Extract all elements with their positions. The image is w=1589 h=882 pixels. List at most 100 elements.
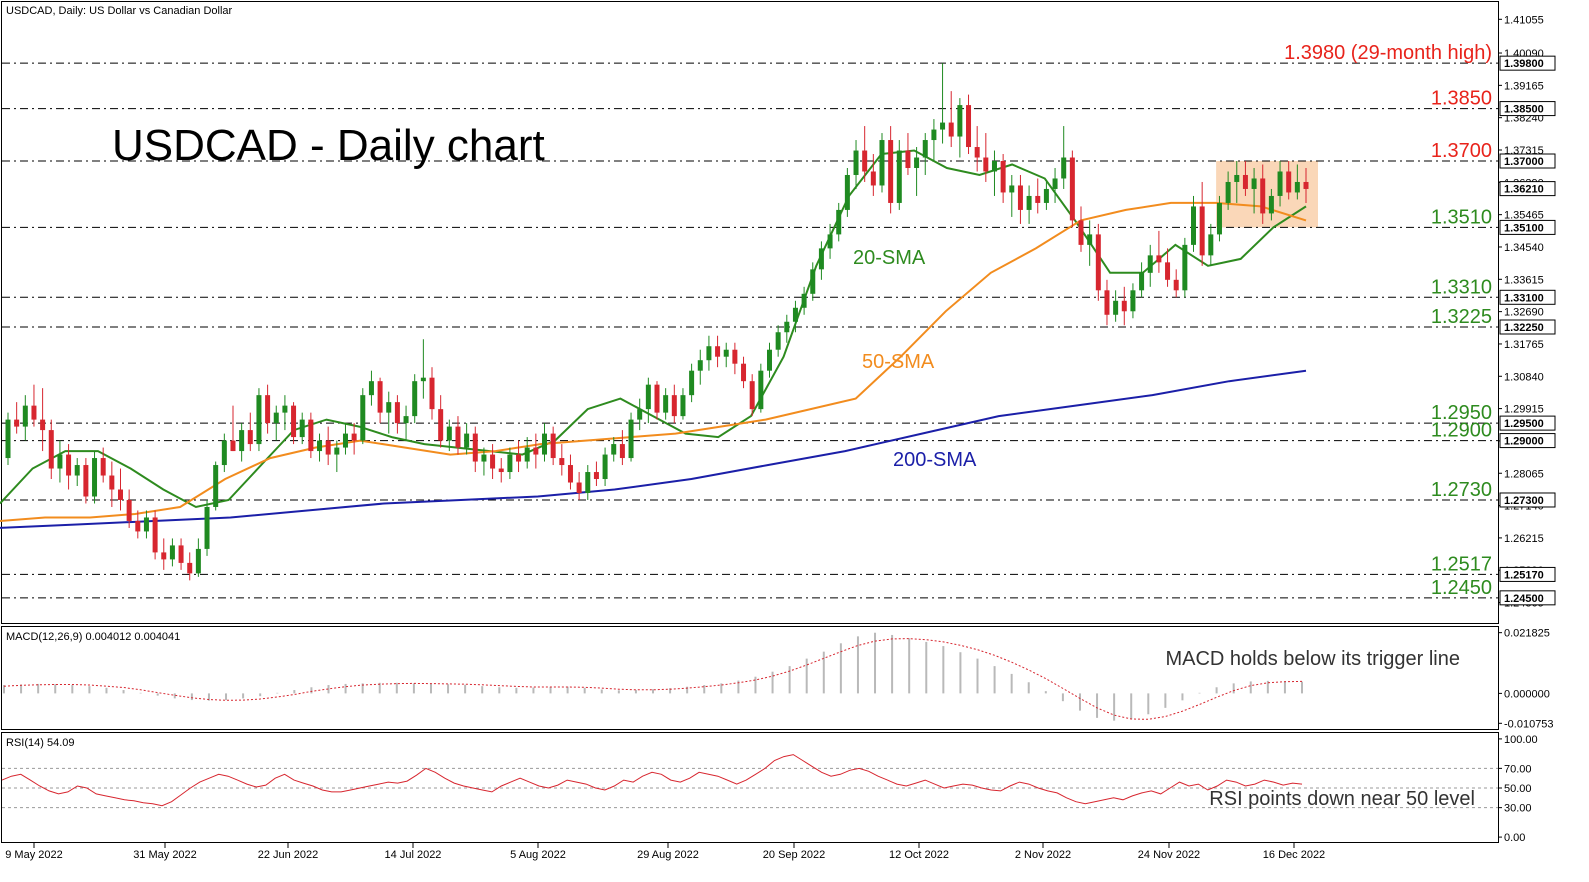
rsi-line [1,754,1303,807]
rsi-panel: RSI points down near 50 level [1,754,1498,810]
candle-body [57,454,63,469]
candle-body [827,234,833,249]
candle-body [940,122,946,130]
candle-body [931,129,937,141]
price-tag-label: 1.32250 [1504,322,1544,334]
candle-body [403,416,409,424]
candle-body [1026,195,1032,210]
candle-body [1277,171,1283,196]
candle-body [1087,234,1093,245]
candle-body [195,548,201,574]
price-tag-label: 1.36210 [1504,184,1544,196]
candle-body [412,381,418,417]
candle-body [1130,290,1136,312]
candle-body [645,384,651,410]
candle-body [1078,220,1084,245]
candle-body [1199,206,1205,256]
rsi-y-tick-label: 30.00 [1504,803,1532,815]
macd-header: MACD(12,26,9) 0.004012 0.004041 [6,631,180,643]
x-tick-label: 22 Jun 2022 [258,849,319,861]
price-tag-box [1499,415,1556,431]
candle-body [784,321,790,333]
candle-body [593,472,599,480]
candle-body [585,472,591,493]
candle-body [1043,188,1049,203]
candle-body [792,307,798,322]
candle-body [922,140,928,158]
candle-body [481,454,487,462]
candle-body [247,430,253,445]
candle-body [308,419,314,452]
candle-body [697,360,703,371]
level-label: 1.3700 [1431,140,1492,162]
candle-body [273,412,279,424]
price-tag-box [1499,101,1556,117]
candle-body [533,447,539,455]
price-tag-label: 1.25170 [1504,569,1544,581]
candle-body [1139,272,1145,291]
price-tag-box [1499,153,1556,169]
candle-body [239,430,245,452]
candle-body [31,405,37,420]
candle-body [446,426,452,441]
sma-line-200-sma [0,369,1307,529]
price-tag-box [1499,55,1556,71]
candle-body [654,384,660,413]
candle-body [100,458,106,476]
candle-body [1225,181,1231,203]
level-label: 1.2900 [1431,420,1492,442]
price-tag-label: 1.39800 [1504,58,1544,70]
rsi-y-tick-label: 0.00 [1504,832,1525,844]
candle-body [680,395,686,417]
y-tick-label: 1.35465 [1504,210,1544,222]
candle-body [818,248,824,270]
candle-body [282,405,288,413]
price-tag-label: 1.33100 [1504,292,1544,304]
candle-body [464,433,470,448]
candle-body [836,209,842,235]
candle-body [853,150,859,175]
candle-body [1208,234,1214,256]
candle-body [758,370,764,410]
candle-body [420,377,426,382]
candle-body [879,140,885,186]
candle-body [749,381,755,410]
price-tag-label: 1.35100 [1504,222,1544,234]
candle-body [256,395,262,445]
price-tag-box [1499,319,1556,335]
candle-body [1104,290,1110,315]
y-tick-label: 1.41055 [1504,14,1544,26]
price-tag-box [1499,566,1556,582]
candle-body [438,409,444,441]
x-tick-label: 24 Nov 2022 [1138,849,1200,861]
sma-label: 200-SMA [893,449,977,471]
sma-label: 20-SMA [853,247,926,269]
y-tick-label: 1.31765 [1504,339,1544,351]
candle-body [317,440,323,452]
candle-body [550,433,556,459]
main-header: USDCAD, Daily: US Dollar vs Canadian Dol… [6,5,233,17]
candle-body [1286,171,1292,193]
y-tick-label: 1.30840 [1504,371,1544,383]
candle-body [611,444,617,455]
level-label: 1.2950 [1431,402,1492,424]
candle-body [1294,181,1300,193]
price-tag-label: 1.37000 [1504,156,1544,168]
price-tag-box [1499,433,1556,449]
candle-body [671,395,677,417]
candle-body [1182,244,1188,291]
candle-body [161,552,167,560]
rsi-y-tick-label: 50.00 [1504,783,1532,795]
level-label: 1.2517 [1431,553,1492,575]
candle-body [663,395,669,413]
y-tick-label: 1.28065 [1504,468,1544,480]
candle-body [1191,206,1197,245]
macd-y-tick-label: 0.021825 [1504,628,1550,640]
candle-body [1000,161,1006,193]
y-tick-label: 1.33615 [1504,274,1544,286]
candle-body [187,562,193,574]
candle-body [342,433,348,448]
candle-body [377,381,383,413]
candle-body [213,465,219,507]
